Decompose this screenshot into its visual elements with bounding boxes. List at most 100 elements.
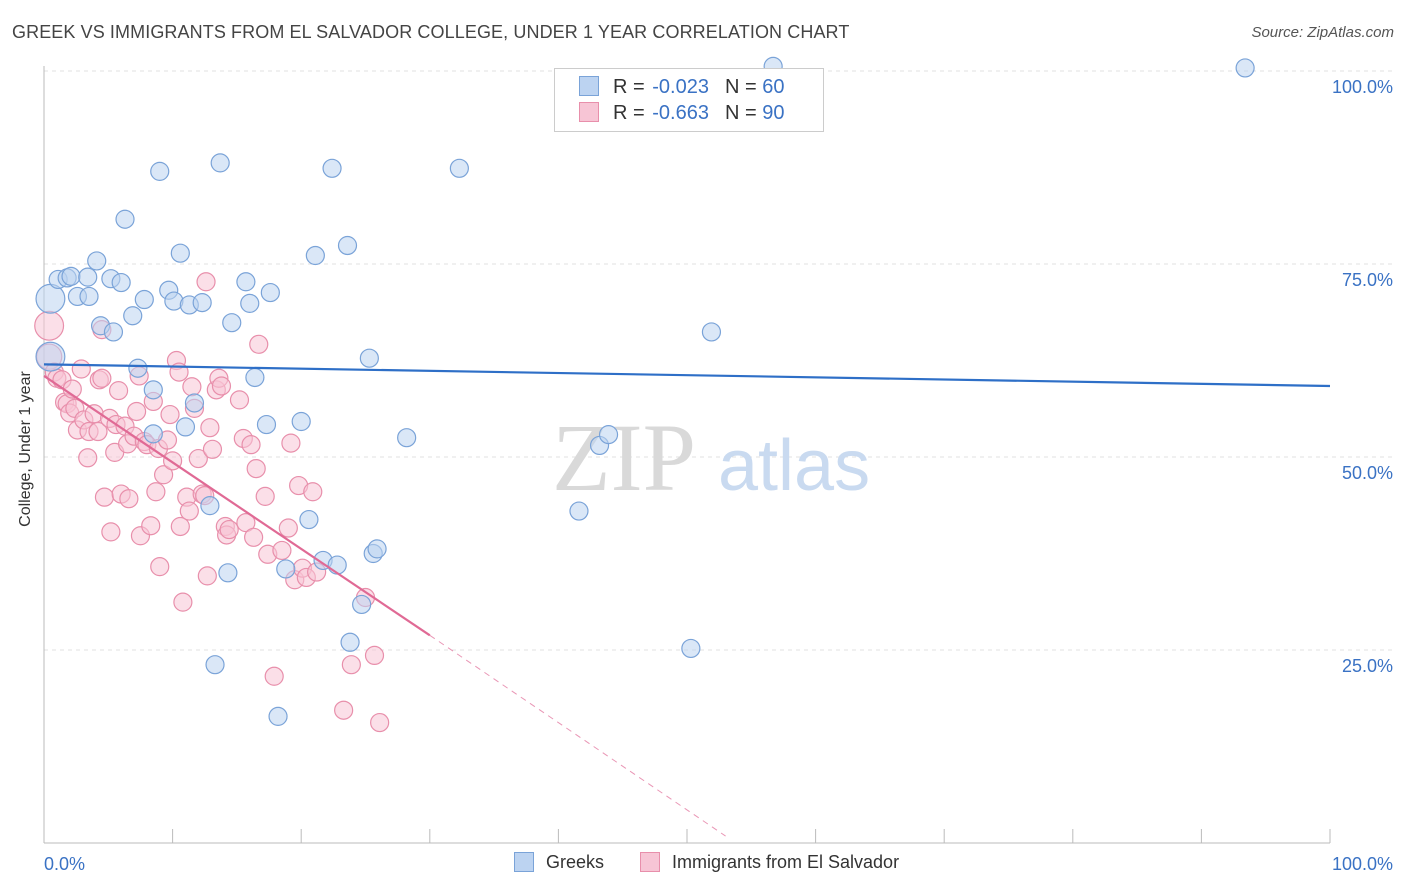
greeks-point-33 [240,293,260,313]
greeks-point-7 [79,286,99,307]
salvador-point-76 [272,540,292,561]
bottom-swatch-greeks [514,852,534,872]
salvador-point-22 [101,522,121,542]
greeks-point-28 [210,153,230,173]
greeks-point-46 [340,632,360,652]
y-tick-label-3: 25.0% [1342,656,1393,676]
salvador-point-16 [88,421,108,442]
legend-r-value: -0.023 [652,76,709,98]
greeks-point-48 [359,348,379,368]
greeks-point-53 [569,501,589,521]
salvador-point-41 [153,465,174,485]
legend-row-salvador: R = -0.663 N = 90 [579,102,784,126]
salvador-point-64 [219,519,239,540]
greeks-point-51 [397,428,417,448]
salvador-point-11 [71,359,91,379]
y-tick-label-0: 100.0% [1332,77,1393,97]
salvador-point-48 [173,592,193,612]
series-salvador-points [34,272,390,733]
salvador-point-78 [281,433,301,453]
salvador-point-86 [341,655,361,675]
greeks-point-4 [61,266,81,286]
salvador-point-29 [119,489,139,509]
salvador-point-51 [182,377,202,397]
salvador-point-88 [364,645,385,666]
legend-n-value: 60 [762,76,785,98]
greeks-point-43 [322,158,342,178]
salvador-point-71 [246,458,266,479]
greeks-point-18 [143,380,163,400]
x-tick-label-1: 100.0% [1332,854,1393,874]
salvador-point-85 [334,700,354,720]
chart-title: GREEK VS IMMIGRANTS FROM EL SALVADOR COL… [12,22,850,42]
salvador-point-77 [278,518,298,538]
salvador-point-69 [241,435,261,455]
watermark-atlas: atlas [718,426,870,506]
trend-line-salvador [43,375,431,637]
trend-line-greeks [43,363,1331,388]
salvador-point-61 [211,376,232,396]
greeks-point-17 [143,424,163,444]
x-tick-label-0: 0.0% [44,854,85,874]
y-tick-label-1: 75.0% [1342,270,1393,290]
salvador-point-72 [249,334,269,354]
source-credit: Source: ZipAtlas.com [1251,24,1394,41]
greeks-point-11 [103,322,124,342]
salvador-point-75 [264,666,284,686]
salvador-point-43 [160,404,180,425]
greeks-point-35 [256,414,277,435]
greeks-point-27 [200,496,220,516]
bottom-swatch-salvador [640,852,660,872]
greeks-point-13 [115,209,135,229]
greeks-point-52 [449,158,469,178]
y-axis-label: College, Under 1 year [17,371,34,527]
greeks-point-36 [260,282,280,303]
y-tick-labels: 100.0% 75.0% 50.0% 25.0% [1332,77,1393,676]
y-tick-label-2: 50.0% [1342,463,1393,483]
greeks-point-12 [111,272,131,293]
greeks-point-50 [367,539,387,559]
greeks-point-15 [128,358,148,378]
greeks-point-32 [236,272,256,292]
salvador-point-70 [244,527,264,547]
legend-swatch-greeks [579,76,599,96]
legend-swatch-salvador [579,102,599,122]
greeks-point-34 [245,367,265,388]
axes [43,66,1331,844]
salvador-point-13 [78,448,98,468]
salvador-point-53 [188,448,208,469]
salvador-point-56 [197,566,217,586]
greeks-point-23 [175,417,196,437]
salvador-point-89 [370,712,390,733]
salvador-point-38 [146,482,166,502]
greeks-point-8 [87,251,107,271]
salvador-point-31 [126,401,147,422]
greeks-point-30 [222,313,242,333]
salvador-point-40 [150,557,170,577]
greeks-point-22 [170,243,190,263]
y-axis-label-wrap: College, Under 1 year [14,300,38,600]
greeks-point-57 [701,322,722,342]
salvador-point-47 [170,516,190,537]
greeks-point-1 [35,341,66,372]
greeks-point-38 [276,559,296,579]
legend-r-label: R = [613,76,651,98]
greeks-point-45 [337,235,358,256]
trend-line-salvador-extension [429,634,726,837]
bottom-legend-greeks-label: Greeks [546,852,605,872]
x-tick-labels: 0.0% 100.0% [44,854,1393,874]
greeks-point-59 [1235,58,1255,78]
salvador-point-57 [200,418,220,438]
greeks-point-41 [305,245,325,266]
salvador-point-83 [303,482,323,502]
greeks-point-47 [352,594,372,615]
greeks-point-14 [123,306,143,326]
greeks-point-55 [598,425,619,445]
salvador-point-20 [94,487,115,507]
legend-n-value: 90 [762,102,785,124]
correlation-legend: R = -0.023 N = 60 R = -0.663 N = 90 [554,68,824,132]
salvador-point-58 [202,439,223,459]
greeks-point-39 [291,411,311,432]
salvador-point-66 [229,390,250,410]
